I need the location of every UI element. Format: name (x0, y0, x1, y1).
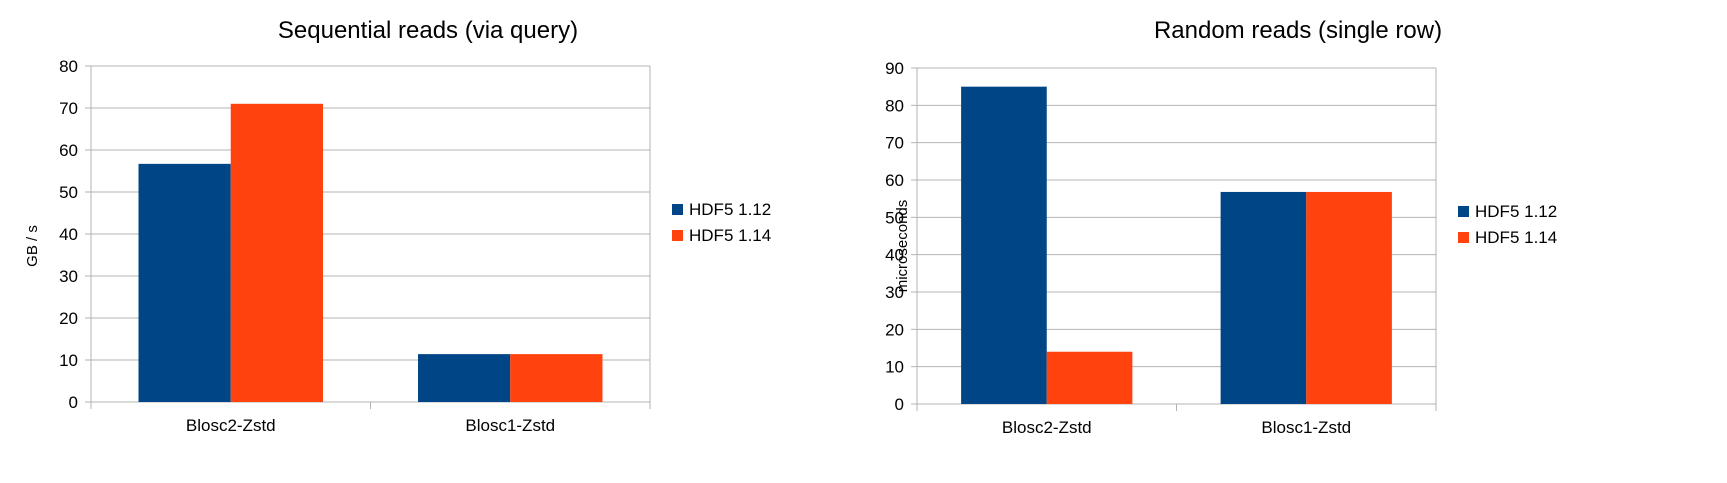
bar-blosc2-zstd-hdf5-1-14 (230, 103, 323, 403)
y-tick-label: 60 (885, 171, 904, 190)
legend-label: HDF5 1.12 (689, 200, 771, 219)
bar-blosc2-zstd-hdf5-1-14 (1046, 351, 1133, 404)
y-tick-label: 10 (59, 351, 78, 370)
legend: HDF5 1.12 HDF5 1.14 (672, 200, 771, 245)
y-tick-label: 50 (59, 183, 78, 202)
y-axis-label: GB / s (24, 225, 41, 267)
chart-title: Random reads (single row) (1154, 17, 1442, 44)
chart-random-reads: Random reads (single row) microseconds 0… (870, 0, 1727, 483)
bar-blosc1-zstd-hdf5-1-14 (1306, 191, 1392, 404)
x-tick-label: Blosc2-Zstd (1002, 418, 1092, 437)
legend-label: HDF5 1.12 (1475, 202, 1557, 221)
y-tick-label: 30 (59, 267, 78, 286)
tick-labels: 0 10 20 30 40 50 60 70 80 90 Blosc2-Zstd Blosc1-Zst… (885, 59, 1351, 437)
x-tick-label: Blosc1-Zstd (1261, 418, 1351, 437)
y-tick-label: 0 (895, 395, 904, 414)
y-tick-label: 80 (885, 96, 904, 115)
chart-title: Sequential reads (via query) (278, 17, 578, 44)
y-tick-label: 0 (69, 393, 78, 412)
bar-blosc1-zstd-hdf5-1-12 (418, 354, 511, 402)
bars (961, 86, 1392, 405)
y-tick-label: 50 (885, 208, 904, 227)
legend-label: HDF5 1.14 (1475, 228, 1557, 247)
bar-blosc1-zstd-hdf5-1-12 (1220, 191, 1307, 404)
y-tick-label: 60 (59, 141, 78, 160)
bar-blosc2-zstd-hdf5-1-12 (961, 86, 1047, 405)
tick-labels: 0 10 20 30 40 50 60 70 80 Blosc2-Zstd Blosc1-Zstd (59, 57, 555, 435)
bar-blosc2-zstd-hdf5-1-12 (138, 163, 231, 402)
x-tick-label: Blosc2-Zstd (186, 416, 276, 435)
y-tick-label: 20 (885, 320, 904, 339)
legend-swatch (1458, 206, 1469, 217)
chart-svg: Random reads (single row) microseconds 0… (885, 17, 1557, 437)
legend-swatch (672, 230, 683, 241)
chart-svg: Sequential reads (via query) GB / s 0 10 2… (24, 17, 771, 435)
legend-swatch (1458, 232, 1469, 243)
bars (138, 103, 603, 403)
legend-swatch (672, 204, 683, 215)
y-tick-label: 70 (59, 99, 78, 118)
y-tick-label: 30 (885, 283, 904, 302)
y-tick-label: 40 (59, 225, 78, 244)
y-axis-label: microseconds (894, 200, 911, 293)
y-tick-label: 80 (59, 57, 78, 76)
y-tick-label: 10 (885, 358, 904, 377)
bar-blosc1-zstd-hdf5-1-14 (510, 354, 603, 402)
y-tick-label: 90 (885, 59, 904, 78)
y-tick-label: 70 (885, 134, 904, 153)
legend: HDF5 1.12 HDF5 1.14 (1458, 202, 1557, 247)
legend-label: HDF5 1.14 (689, 226, 771, 245)
x-tick-label: Blosc1-Zstd (465, 416, 555, 435)
chart-sequential-reads: Sequential reads (via query) GB / s 0 10 2… (0, 0, 860, 483)
y-tick-label: 40 (885, 246, 904, 265)
y-tick-label: 20 (59, 309, 78, 328)
